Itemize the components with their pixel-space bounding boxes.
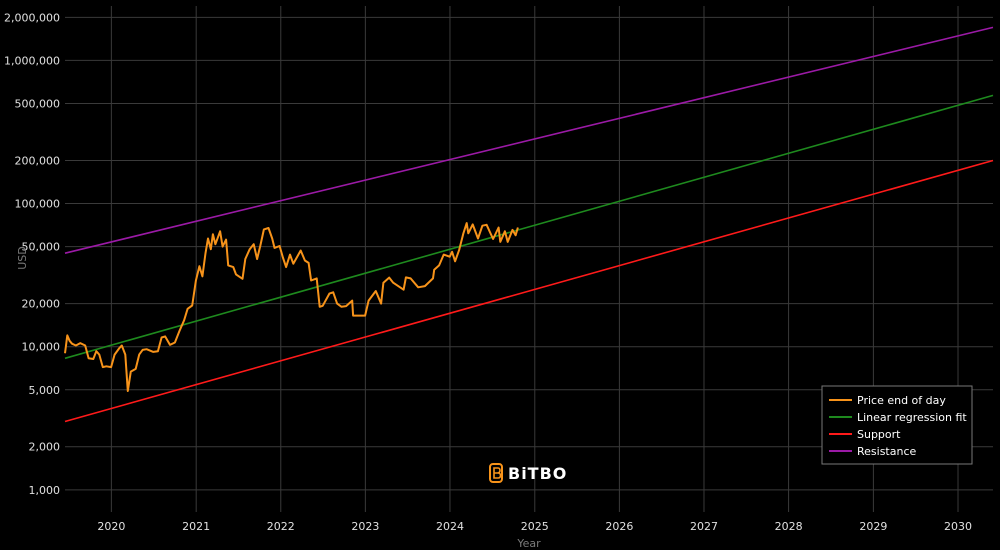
- series-line-support: [64, 159, 994, 423]
- series-line-price-end-of-day: [64, 222, 519, 392]
- x-tick-label: 2021: [182, 520, 210, 533]
- y-axis-title: USD: [16, 246, 29, 270]
- logo-text: BiTBO: [508, 464, 567, 483]
- y-tick-label: 50,000: [22, 241, 61, 254]
- x-tick-label: 2025: [521, 520, 549, 533]
- y-tick-label: 2,000: [29, 441, 61, 454]
- x-tick-label: 2030: [944, 520, 972, 533]
- y-gridlines: [65, 16, 993, 491]
- legend-label: Support: [857, 428, 901, 441]
- legend-label: Price end of day: [857, 394, 946, 407]
- y-tick-label: 500,000: [15, 98, 61, 111]
- y-tick-label: 2,000,000: [4, 11, 60, 24]
- x-tick-label: 2027: [690, 520, 718, 533]
- y-tick-label: 20,000: [22, 298, 61, 311]
- x-tick-label: 2024: [436, 520, 464, 533]
- y-tick-label: 200,000: [15, 154, 61, 167]
- y-tick-label: 100,000: [15, 198, 61, 211]
- series-layer: [64, 26, 994, 423]
- y-tick-label: 10,000: [22, 341, 61, 354]
- y-tick-label: 1,000: [29, 484, 61, 497]
- x-tick-label: 2022: [267, 520, 295, 533]
- legend: Price end of day Linear regression fit Sup…: [821, 385, 973, 465]
- x-axis-title: Year: [516, 537, 541, 550]
- legend-label: Resistance: [857, 445, 917, 458]
- y-tick-label: 5,000: [29, 384, 61, 397]
- x-tick-label: 2026: [605, 520, 633, 533]
- bitbo-logo-icon: [489, 463, 503, 483]
- y-axis-ticks: 1,000 2,000 5,000 10,000 20,000 50,000 100,000…: [4, 11, 60, 496]
- series-line-resistance: [64, 26, 994, 254]
- x-tick-label: 2029: [859, 520, 887, 533]
- x-tick-label: 2023: [351, 520, 379, 533]
- series-line-linear-regression-fit: [64, 94, 994, 360]
- y-tick-label: 1,000,000: [4, 54, 60, 67]
- x-axis-ticks: 2020 2021 2022 2023 2024 2025 2026 2027 2028 2029…: [97, 520, 972, 533]
- watermark-logo: BiTBO: [489, 463, 567, 483]
- x-tick-label: 2028: [775, 520, 803, 533]
- legend-label: Linear regression fit: [857, 411, 967, 424]
- x-tick-label: 2020: [97, 520, 125, 533]
